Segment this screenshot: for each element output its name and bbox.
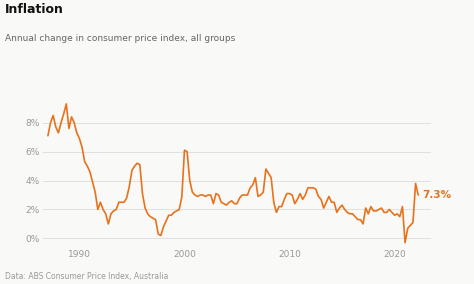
Text: 7.3%: 7.3% bbox=[422, 190, 452, 200]
Text: Data: ABS Consumer Price Index, Australia: Data: ABS Consumer Price Index, Australi… bbox=[5, 272, 168, 281]
Text: Annual change in consumer price index, all groups: Annual change in consumer price index, a… bbox=[5, 34, 235, 43]
Text: Inflation: Inflation bbox=[5, 3, 64, 16]
